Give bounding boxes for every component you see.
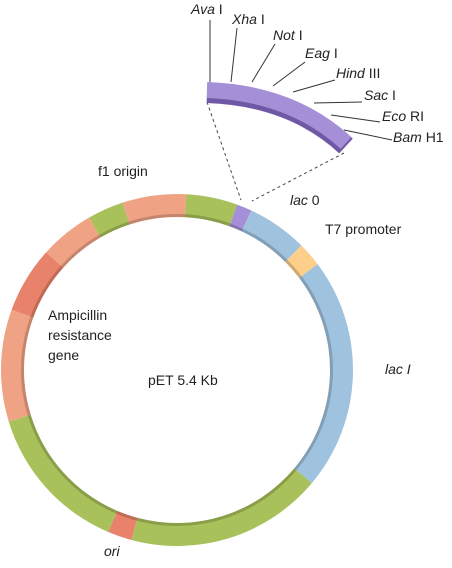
region-label: Ampicillin — [48, 307, 107, 323]
ring-segment — [46, 217, 101, 268]
site-name: Sac — [364, 87, 388, 103]
region-name: lac — [290, 192, 308, 208]
site-name: Bam — [393, 129, 422, 145]
site-label: Not I — [273, 27, 303, 43]
region-suffix: 0 — [312, 192, 320, 208]
region-label: lac I — [385, 361, 411, 377]
ring-rim — [21, 214, 333, 526]
site-label: Ava I — [190, 1, 223, 17]
site-suffix: III — [369, 65, 381, 81]
site-label: Bam H1 — [393, 129, 444, 145]
site-name: Eag — [305, 45, 330, 61]
ring-segment — [229, 204, 252, 232]
region-label: resistance — [48, 327, 112, 343]
site-suffix: H1 — [426, 129, 444, 145]
site-label: Xha I — [231, 11, 265, 27]
site-tick — [230, 27, 238, 83]
ring-segment — [0, 309, 34, 422]
site-label: Eco RI — [382, 108, 424, 124]
site-suffix: I — [261, 11, 265, 27]
region-label: lac 0 — [290, 192, 320, 208]
site-label: Eag I — [305, 45, 338, 61]
ring-segment — [131, 468, 312, 546]
ring-segment — [108, 510, 138, 541]
ring-segment — [8, 414, 118, 533]
site-suffix: I — [334, 45, 338, 61]
center-label: pET 5.4 Kb — [148, 372, 218, 388]
site-name: Hind — [336, 65, 366, 81]
site-label: Hind III — [336, 65, 380, 81]
ring-segment — [185, 194, 238, 227]
ring-segment — [294, 264, 353, 484]
site-tick — [251, 43, 276, 83]
site-tick — [343, 129, 393, 141]
site-name: Ava — [190, 1, 215, 17]
ring-segment — [89, 202, 130, 238]
region-label: f1 origin — [98, 163, 148, 179]
ring-segment — [11, 252, 64, 318]
site-suffix: RI — [410, 108, 424, 124]
region-label: gene — [48, 347, 79, 363]
site-tick — [313, 101, 363, 104]
site-tick — [292, 79, 336, 93]
zoom-line — [206, 101, 242, 201]
site-label: Sac I — [364, 87, 396, 103]
ring-segment — [285, 245, 318, 278]
polylinker-band — [206, 82, 352, 149]
ring-segment — [122, 194, 187, 225]
ring-segment — [241, 210, 302, 262]
site-suffix: I — [392, 87, 396, 103]
site-name: Not — [273, 27, 296, 43]
site-suffix: I — [219, 1, 223, 17]
site-tick — [330, 114, 381, 123]
site-name: Xha — [231, 11, 257, 27]
zoom-line — [251, 152, 345, 202]
region-label: ori — [104, 543, 120, 559]
region-label: T7 promoter — [325, 221, 402, 237]
plasmid-ring — [0, 194, 353, 546]
site-suffix: I — [299, 27, 303, 43]
site-name: Eco — [382, 108, 406, 124]
site-tick — [272, 61, 306, 87]
